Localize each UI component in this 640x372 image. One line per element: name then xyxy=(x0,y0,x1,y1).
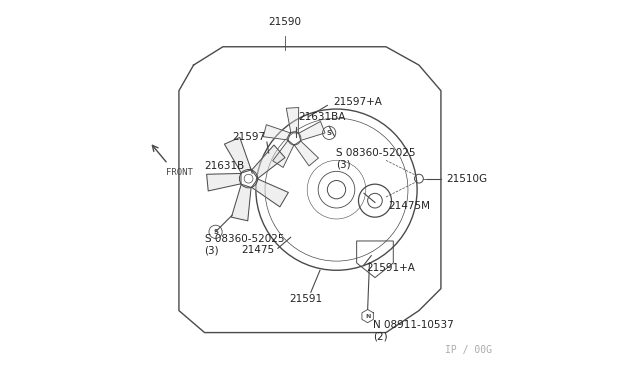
Polygon shape xyxy=(263,125,291,140)
Text: N: N xyxy=(365,314,371,318)
Text: N 08911-10537
(2): N 08911-10537 (2) xyxy=(373,320,454,341)
Text: 21510G: 21510G xyxy=(447,174,488,184)
Text: 21597: 21597 xyxy=(232,132,265,141)
Polygon shape xyxy=(286,108,299,133)
Text: 21631BA: 21631BA xyxy=(298,112,346,122)
Polygon shape xyxy=(252,179,289,207)
Text: 21591: 21591 xyxy=(289,294,322,304)
Polygon shape xyxy=(207,173,241,191)
Polygon shape xyxy=(225,137,251,173)
Text: S: S xyxy=(213,229,218,235)
Text: IP / 00G: IP / 00G xyxy=(445,344,492,355)
Text: 21475: 21475 xyxy=(241,245,274,255)
Text: 21590: 21590 xyxy=(269,17,301,26)
Polygon shape xyxy=(232,184,251,221)
Text: 21631B: 21631B xyxy=(205,161,245,171)
Text: FRONT: FRONT xyxy=(166,168,193,177)
Polygon shape xyxy=(273,140,294,167)
Text: 21591+A: 21591+A xyxy=(366,263,415,273)
Text: S: S xyxy=(326,130,332,136)
Polygon shape xyxy=(299,121,325,141)
Polygon shape xyxy=(252,145,285,179)
Polygon shape xyxy=(294,141,319,166)
Text: 21597+A: 21597+A xyxy=(333,97,381,107)
Text: 21475M: 21475M xyxy=(388,201,430,211)
Text: S 08360-52025
(3): S 08360-52025 (3) xyxy=(205,234,284,255)
Text: S 08360-52025
(3): S 08360-52025 (3) xyxy=(337,148,416,169)
